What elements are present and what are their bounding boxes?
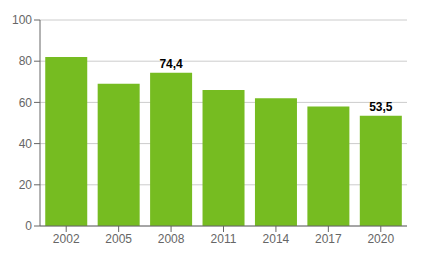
svg-text:100: 100	[12, 13, 32, 27]
svg-text:2011: 2011	[211, 232, 237, 246]
svg-text:53,5: 53,5	[369, 100, 393, 114]
svg-text:2005: 2005	[105, 232, 132, 246]
svg-text:40: 40	[19, 137, 33, 151]
svg-text:74,4: 74,4	[159, 57, 183, 71]
svg-text:20: 20	[19, 178, 33, 192]
svg-text:2002: 2002	[53, 232, 80, 246]
svg-text:2014: 2014	[263, 232, 290, 246]
svg-text:0: 0	[25, 219, 32, 233]
svg-text:2020: 2020	[367, 232, 394, 246]
svg-text:80: 80	[19, 54, 33, 68]
svg-text:2008: 2008	[158, 232, 185, 246]
svg-text:2017: 2017	[315, 232, 342, 246]
svg-text:60: 60	[19, 96, 33, 110]
